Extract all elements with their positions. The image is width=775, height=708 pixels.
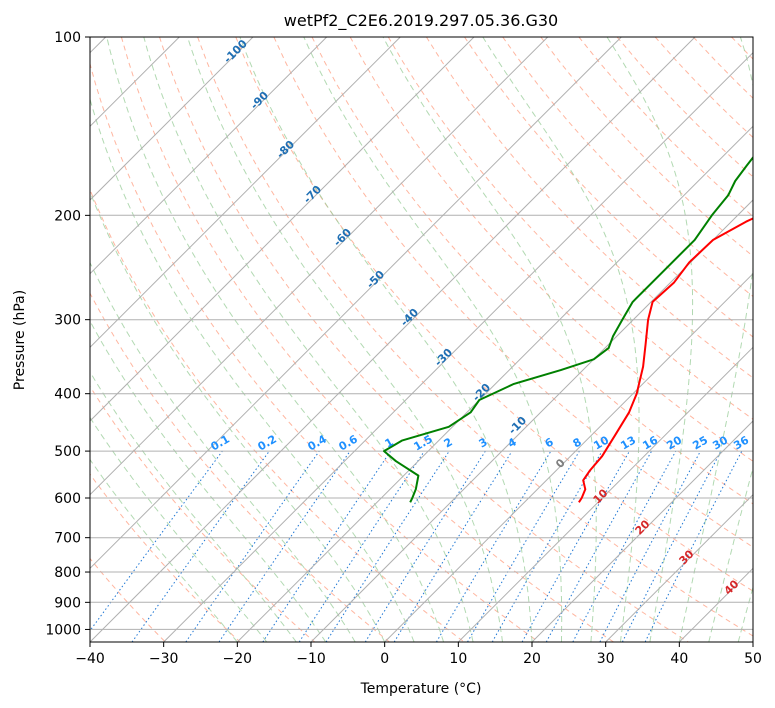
isotherm-gridline: [236, 125, 753, 642]
moist-adiabat: [90, 190, 386, 642]
x-tick-label: 10: [449, 651, 467, 667]
moist-adiabat: [303, 37, 563, 642]
dry-adiabat: [90, 473, 241, 642]
dry-adiabat: [120, 37, 614, 642]
moist-adiabat: [187, 37, 503, 642]
isotherm-gridline: [90, 37, 401, 349]
y-tick-label: 500: [54, 444, 81, 460]
isotherm-gridline: [457, 346, 753, 642]
dry-adiabat: [235, 37, 753, 592]
moist-adiabat: [143, 37, 474, 642]
dry-adiabat: [349, 37, 753, 462]
moist-adiabat: [678, 37, 753, 642]
dry-adiabat: [273, 37, 753, 548]
plot-frame: [89, 36, 754, 643]
y-tick-label: 800: [54, 565, 81, 581]
mixing-ratio-line: [393, 450, 513, 642]
isotherm-gridline: [90, 37, 475, 422]
dry-adiabat: [90, 188, 465, 642]
moist-adiabat: [606, 37, 694, 642]
isotherm-gridline: [384, 272, 753, 642]
y-tick-label: 200: [54, 208, 81, 224]
dry-adiabat: [90, 385, 316, 642]
mixing-ratio-line: [298, 450, 425, 642]
y-tick-label: 900: [54, 595, 81, 611]
mixing-ratio-line: [521, 450, 630, 642]
y-tick-label: 300: [54, 313, 81, 329]
isotherm-gridline: [310, 199, 753, 642]
dewpoint-profile-line: [383, 155, 753, 503]
isotherm-gridline: [90, 37, 328, 275]
dry-adiabat: [90, 292, 390, 642]
mixing-ratio-line: [218, 450, 351, 642]
isotherm-gridline: [531, 420, 753, 642]
moist-adiabat: [708, 465, 753, 642]
isotherm-gridline: [90, 37, 549, 496]
y-tick-label: 700: [54, 531, 81, 547]
dry-adiabat: [159, 37, 689, 642]
y-tick-label: 400: [54, 387, 81, 403]
x-tick-label: −30: [149, 651, 179, 667]
isotherm-gridline: [163, 51, 753, 642]
x-axis-label: Temperature (°C): [360, 681, 482, 697]
x-tick-label: −40: [75, 651, 105, 667]
chart-title: wetPf2_C2E6.2019.297.05.36.G30: [284, 11, 558, 31]
mixing-ratio-line: [131, 450, 270, 642]
x-tick-label: 50: [744, 651, 762, 667]
x-tick-label: 30: [597, 651, 615, 667]
plot-area: [90, 37, 753, 642]
axis-ticks: −40 −30 −20 −10 0 10 20 30 40 50 100 200 300 400 500 60…: [45, 30, 762, 667]
mixing-ratio-line: [572, 450, 677, 642]
x-tick-label: 20: [523, 651, 541, 667]
moist-adiabat: [737, 585, 753, 642]
moist-adiabat: [90, 97, 415, 642]
dry-adiabat: [90, 557, 166, 642]
x-tick-label: 0: [380, 651, 389, 667]
isotherm-gridline: [90, 37, 622, 570]
moist-adiabat: [90, 458, 238, 642]
x-tick-label: −20: [223, 651, 253, 667]
moist-adiabat: [482, 37, 640, 642]
mixing-ratio-line: [185, 450, 320, 642]
mixing-ratio-line: [545, 450, 653, 642]
dry-adiabat: [197, 37, 753, 637]
mixing-ratio-line: [262, 450, 392, 642]
mixing-ratio-line: [90, 450, 223, 632]
moist-adiabat: [90, 261, 356, 642]
dry-adiabat: [502, 37, 753, 298]
isotherm-gridline: [90, 37, 696, 642]
mixing-ratio-line: [325, 450, 450, 642]
x-tick-label: −10: [296, 651, 326, 667]
isotherm-gridline: [90, 37, 254, 201]
isotherm-gridline: [605, 493, 753, 642]
y-axis-label: Pressure (hPa): [12, 290, 28, 390]
mixing-ratio-line: [644, 450, 743, 642]
y-tick-label: 1000: [45, 622, 81, 638]
dry-adiabat: [311, 37, 753, 505]
y-tick-label: 600: [54, 491, 81, 507]
temperature-profile-line: [578, 217, 753, 503]
moist-adiabat: [106, 37, 445, 642]
x-tick-label: 40: [670, 651, 688, 667]
moist-adiabat: [382, 37, 597, 642]
dry-adiabat: [90, 62, 540, 642]
y-tick-label: 100: [54, 30, 81, 46]
moist-adiabat: [239, 37, 533, 642]
